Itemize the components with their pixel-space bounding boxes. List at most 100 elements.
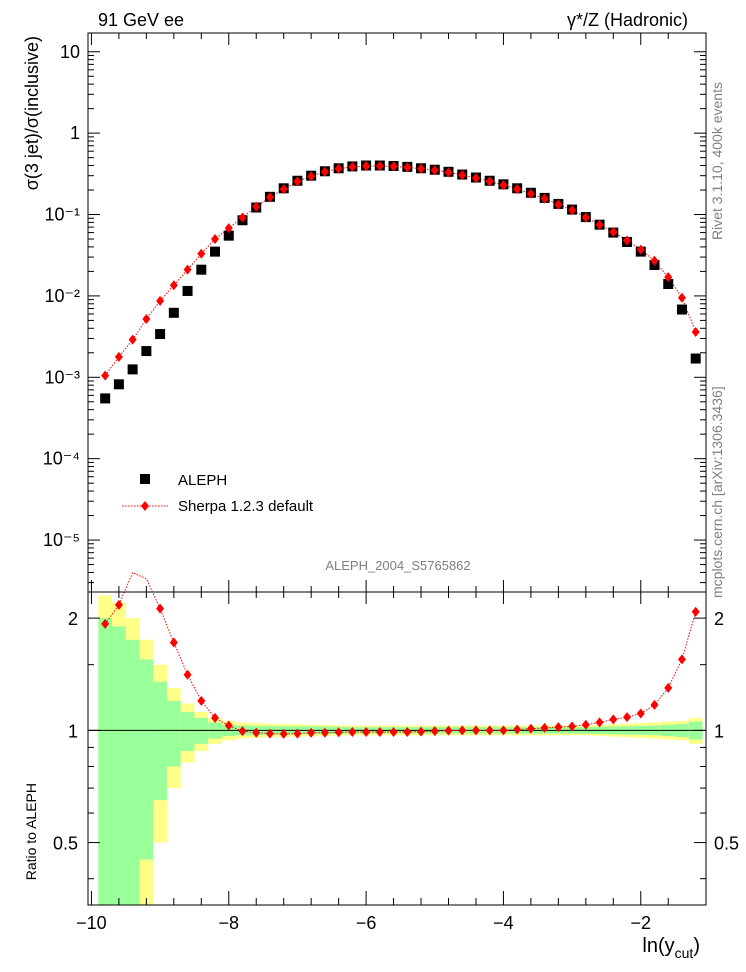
legend: ALEPH Sherpa 1.2.3 default bbox=[122, 472, 314, 515]
ratio-mc-point bbox=[334, 727, 343, 738]
mc-point-sherpa bbox=[293, 176, 302, 187]
data-point-aleph bbox=[676, 304, 687, 315]
mc-point-sherpa bbox=[114, 351, 123, 362]
mc-point-sherpa bbox=[211, 234, 220, 245]
mc-point-sherpa bbox=[677, 292, 686, 303]
data-point-aleph bbox=[196, 264, 207, 275]
ratio-mc-point bbox=[403, 726, 412, 737]
data-point-aleph bbox=[223, 230, 234, 241]
main-ylabel: σ(3 jet)/σ(inclusive) bbox=[22, 36, 42, 190]
data-point-aleph bbox=[690, 353, 701, 364]
ratio-mc-point bbox=[348, 726, 357, 737]
ratio-plot: 2 2 1 1 0.5 0.5 −10 −8 −6 −4 −2 bbox=[53, 571, 739, 933]
y-tick-label: 10⁻¹ bbox=[44, 205, 80, 225]
ratio-mc-point bbox=[650, 699, 659, 710]
ratio-frame bbox=[87, 591, 707, 906]
legend-label-sherpa: Sherpa 1.2.3 default bbox=[178, 498, 314, 515]
ratio-mc-point bbox=[375, 726, 384, 737]
ratio-mc-point bbox=[513, 724, 522, 735]
x-axis-label: ln(ycut) bbox=[642, 935, 700, 961]
ratio-mc-point bbox=[581, 719, 590, 730]
data-point-aleph bbox=[182, 285, 193, 296]
uncertainty-bands bbox=[98, 595, 703, 905]
mc-point-sherpa bbox=[458, 170, 467, 181]
y-tick-label: 10⁻⁵ bbox=[43, 530, 80, 550]
mc-point-sherpa bbox=[156, 295, 165, 306]
ratio-mc-point bbox=[664, 682, 673, 693]
x-tick-label: −4 bbox=[493, 913, 514, 933]
band-inner bbox=[139, 659, 154, 860]
x-tick-label: −2 bbox=[631, 913, 652, 933]
data-point-aleph bbox=[141, 346, 152, 357]
ratio-y-tick-label-right: 2 bbox=[714, 609, 724, 629]
ratio-mc-point bbox=[279, 728, 288, 739]
data-point-aleph bbox=[663, 279, 674, 290]
mcplots-label: mcplots.cern.ch [arXiv:1306.3436] bbox=[709, 386, 725, 598]
ratio-mc-point bbox=[101, 618, 110, 629]
ratio-mc-point bbox=[458, 725, 467, 736]
data-point-aleph bbox=[155, 329, 166, 340]
ratio-mc-point bbox=[224, 720, 233, 731]
mc-point-sherpa bbox=[279, 184, 288, 195]
ratio-ylabel: Ratio to ALEPH bbox=[23, 783, 39, 880]
ratio-mc-point bbox=[197, 695, 206, 706]
legend-label-aleph: ALEPH bbox=[178, 472, 227, 489]
mc-point-sherpa bbox=[554, 199, 563, 210]
ratio-mc-point bbox=[307, 727, 316, 738]
y-tick-label: 1 bbox=[70, 123, 80, 143]
mc-point-sherpa bbox=[691, 327, 700, 338]
ratio-mc-point bbox=[362, 726, 371, 737]
mc-point-sherpa bbox=[540, 193, 549, 204]
mc-point-sherpa bbox=[252, 201, 261, 212]
mc-point-sherpa bbox=[389, 161, 398, 172]
x-tick-label: −8 bbox=[219, 913, 240, 933]
band-inner bbox=[125, 639, 140, 905]
mc-point-sherpa bbox=[444, 167, 453, 178]
ratio-mc-point bbox=[238, 726, 247, 737]
mc-point-sherpa bbox=[471, 173, 480, 184]
ratio-mc-point bbox=[595, 717, 604, 728]
ratio-mc-point bbox=[499, 725, 508, 736]
mc-line bbox=[104, 165, 697, 376]
mc-point-sherpa bbox=[183, 264, 192, 275]
mc-point-sherpa bbox=[142, 314, 151, 325]
y-tick-label: 10⁻⁴ bbox=[43, 449, 80, 469]
mc-point-sherpa bbox=[430, 165, 439, 176]
ratio-mc-point bbox=[471, 725, 480, 736]
x-tick-label: −10 bbox=[76, 913, 107, 933]
ratio-mc-point bbox=[444, 725, 453, 736]
x-tick-label: −6 bbox=[356, 913, 377, 933]
data-point-aleph bbox=[127, 364, 138, 375]
mc-point-sherpa bbox=[403, 162, 412, 173]
mc-point-sherpa bbox=[485, 176, 494, 187]
ratio-mc-point bbox=[211, 712, 220, 723]
ratio-mc-point bbox=[320, 727, 329, 738]
ratio-mc-point bbox=[691, 606, 700, 617]
y-tick-label: 10⁻² bbox=[44, 286, 80, 306]
y-tick-label: 10 bbox=[60, 42, 80, 62]
ratio-y-tick-label: 1 bbox=[68, 721, 78, 741]
ratio-y-tick-label-right: 1 bbox=[714, 721, 724, 741]
band-inner bbox=[194, 717, 209, 744]
data-point-aleph bbox=[210, 246, 221, 257]
mc-point-sherpa bbox=[499, 180, 508, 191]
mc-point-sherpa bbox=[224, 223, 233, 234]
header-right: γ*/Z (Hadronic) bbox=[567, 10, 688, 30]
band-inner bbox=[166, 700, 181, 767]
mc-point-sherpa bbox=[581, 212, 590, 223]
mc-point-sherpa bbox=[128, 334, 137, 345]
ratio-mc-point bbox=[430, 726, 439, 737]
mc-point-sherpa bbox=[650, 255, 659, 266]
ratio-mc-point bbox=[265, 728, 274, 739]
mc-point-sherpa bbox=[609, 226, 618, 237]
mc-point-sherpa bbox=[623, 235, 632, 246]
mc-point-sherpa bbox=[526, 188, 535, 199]
mc-point-sherpa bbox=[101, 370, 110, 381]
ratio-y-tick-label: 0.5 bbox=[53, 834, 78, 854]
ratio-mc-point bbox=[156, 603, 165, 614]
ratio-mc-point bbox=[389, 726, 398, 737]
data-point-aleph bbox=[100, 393, 111, 404]
header-left: 91 GeV ee bbox=[98, 10, 184, 30]
mc-point-sherpa bbox=[307, 171, 316, 182]
